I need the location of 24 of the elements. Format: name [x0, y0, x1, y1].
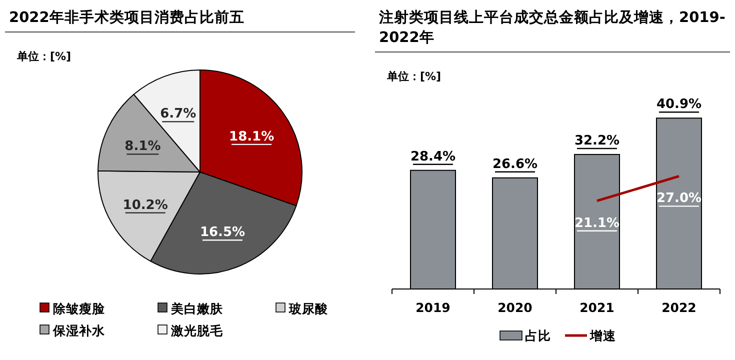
x-tick-label: 2019: [416, 300, 450, 315]
legend-label: 激光脱毛: [170, 323, 224, 338]
chart-title: 2022年非手术类项目消费占比前五: [9, 9, 244, 26]
x-tick-label: 2020: [498, 300, 533, 315]
legend-label: 玻尿酸: [288, 301, 329, 316]
legend-label: 保湿补水: [52, 323, 106, 338]
x-tick-label: 2022: [662, 300, 696, 315]
text: 单位：[%]: [16, 50, 72, 63]
legend-label: 除皱瘦脸: [53, 301, 106, 316]
data-label: 18.1%: [229, 129, 274, 144]
data-label: 8.1%: [124, 139, 161, 154]
text: 单位：[%]: [386, 70, 442, 83]
data-label: 32.2%: [574, 133, 620, 148]
data-label: 10.2%: [122, 198, 168, 213]
data-label: 26.6%: [492, 156, 538, 172]
chart-title: 注射类项目线上平台成交总金额占比及增速，2019-2022年: [378, 8, 726, 46]
legend-label: 占比: [525, 328, 551, 343]
legend-label: 美白嫩肤: [170, 301, 224, 316]
data-label: 6.7%: [160, 106, 196, 122]
legend-label: 增速: [589, 328, 617, 343]
data-label: 16.5%: [200, 225, 246, 240]
data-label: 28.4%: [410, 149, 456, 164]
data-label: 40.9%: [656, 97, 702, 112]
x-tick-label: 2021: [580, 300, 614, 315]
